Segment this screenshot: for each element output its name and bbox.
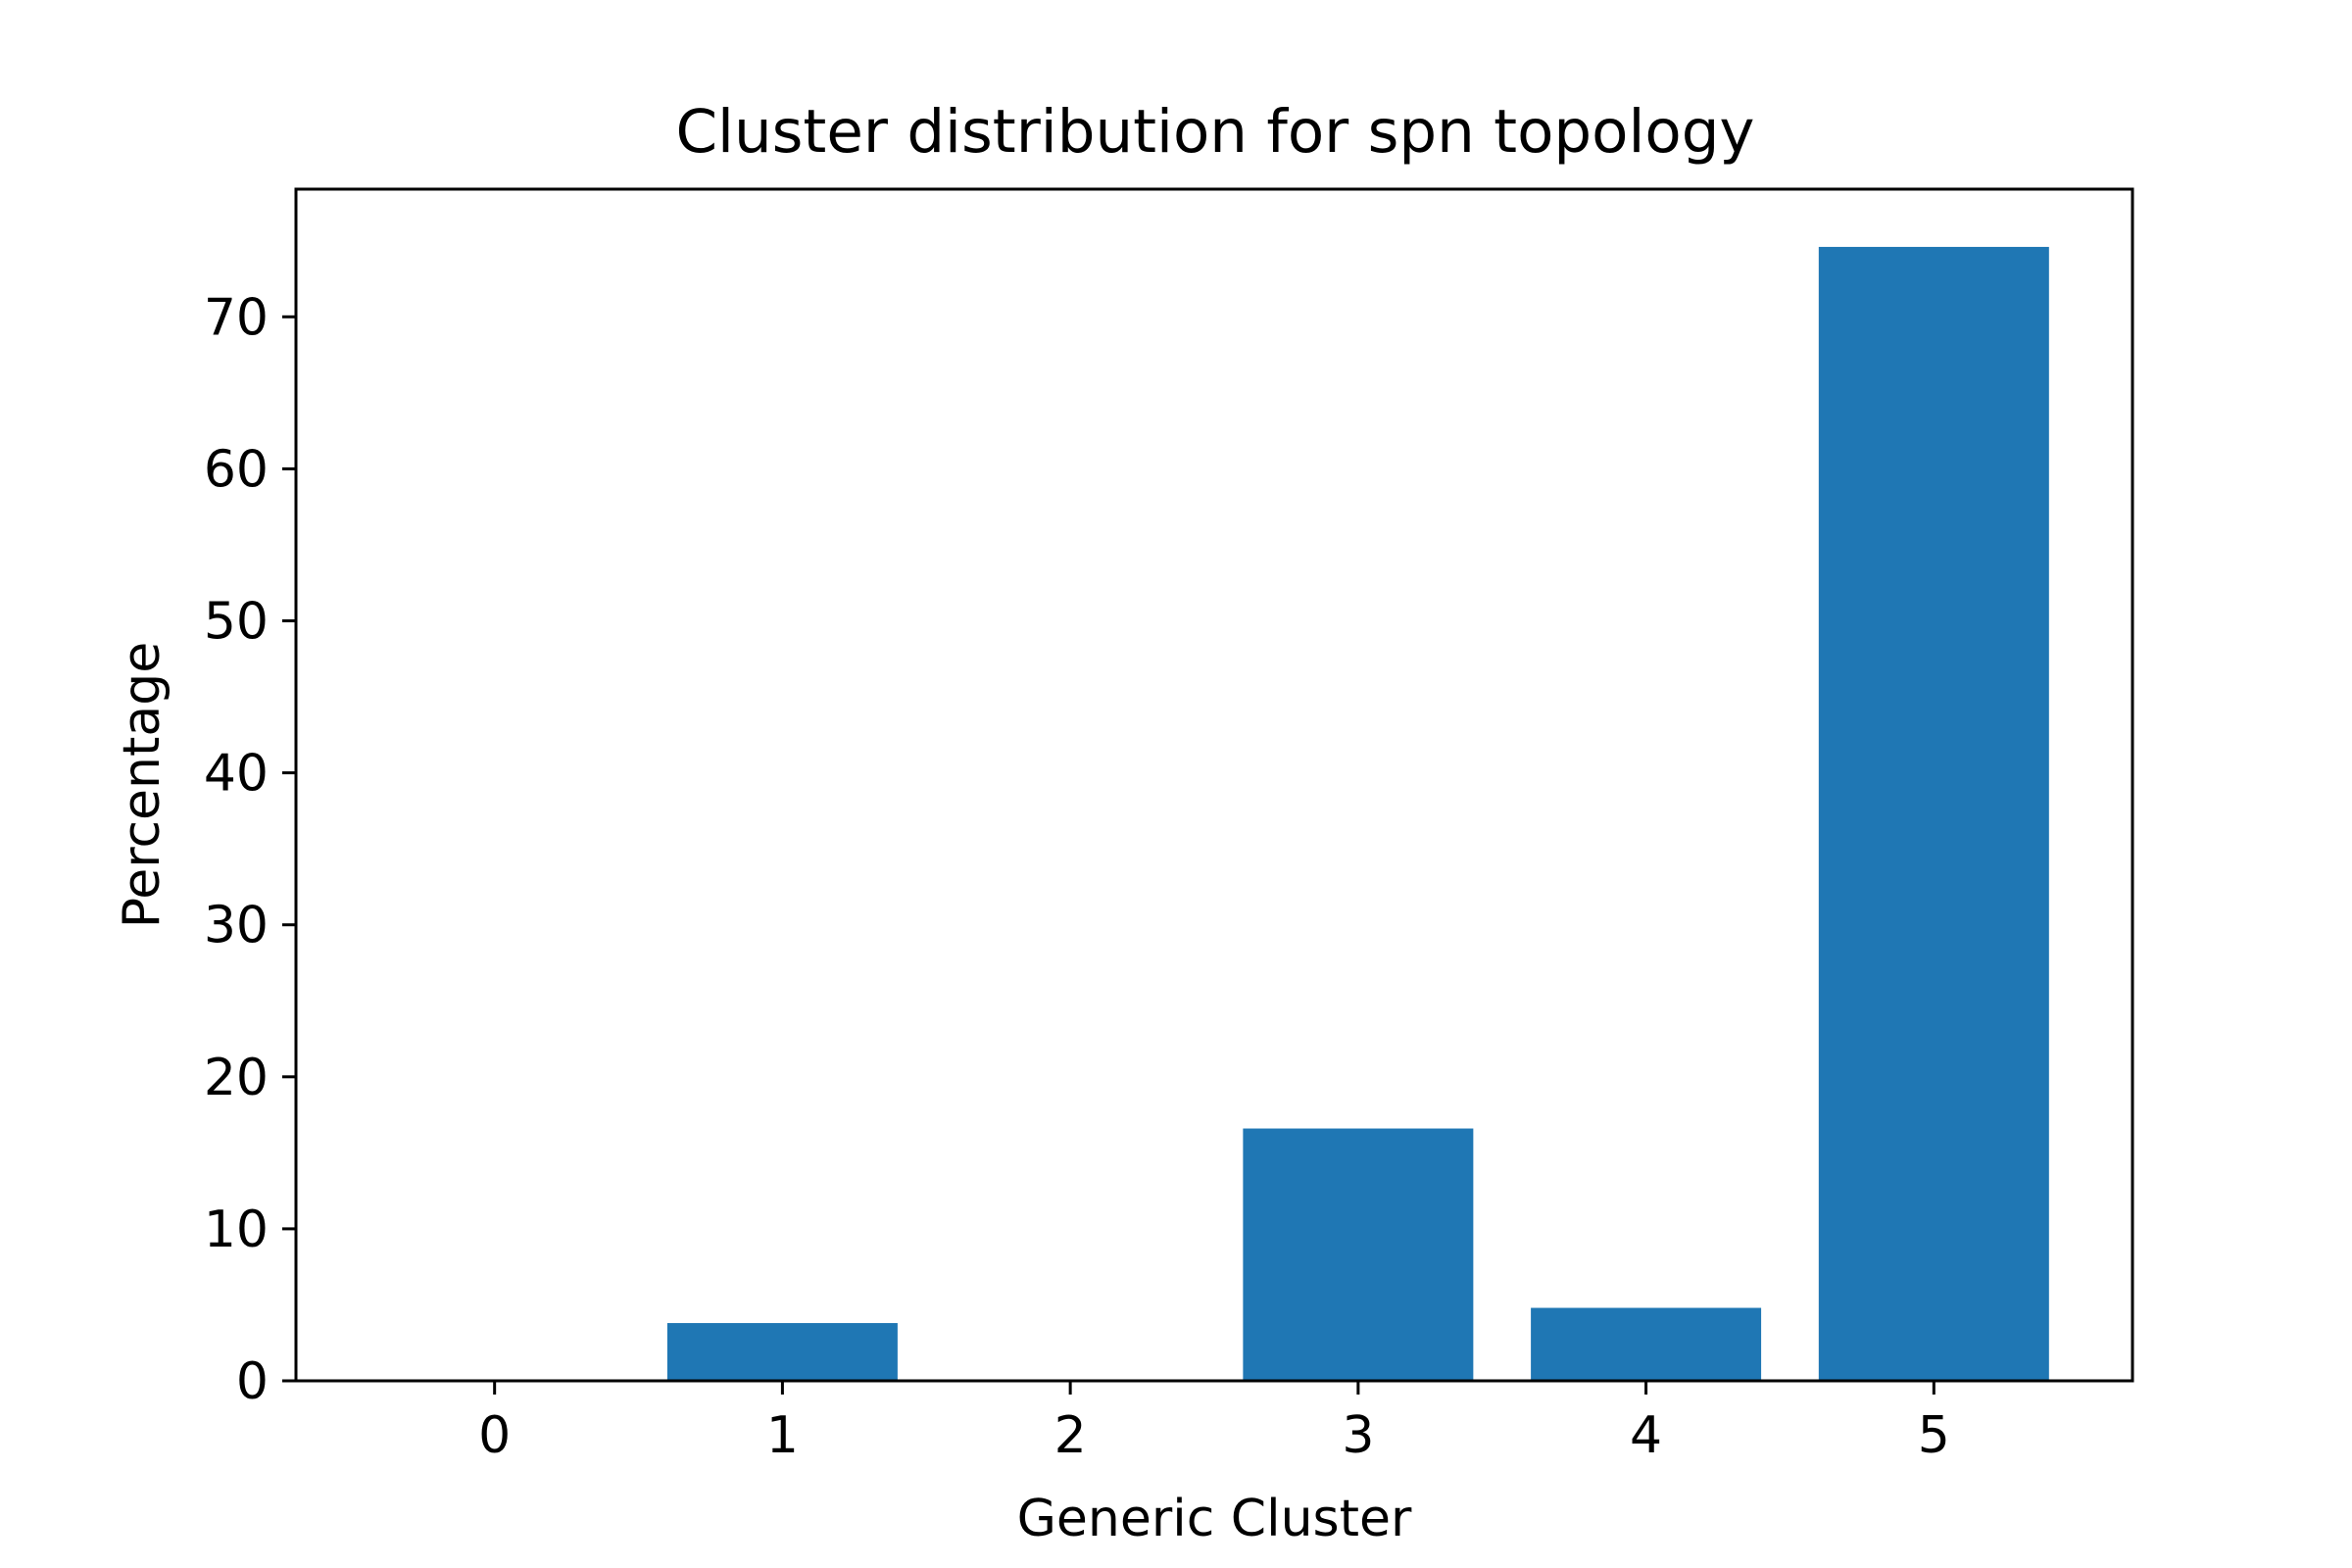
y-axis-label: Percentage <box>113 642 172 929</box>
bars-group <box>666 246 2049 1382</box>
y-tick-label: 30 <box>204 897 269 956</box>
chart-title: Cluster distribution for spn topology <box>675 97 1754 167</box>
x-tick-label: 4 <box>1630 1406 1662 1465</box>
x-tick-label: 1 <box>766 1406 799 1465</box>
x-axis-ticks: 0 1 2 3 4 5 <box>478 1381 1950 1465</box>
x-tick-label: 5 <box>1918 1406 1950 1465</box>
y-tick-label: 40 <box>204 745 269 804</box>
y-tick-label: 20 <box>204 1049 269 1107</box>
bar-1 <box>666 1323 898 1381</box>
plot-frame <box>294 187 2134 1383</box>
y-tick-label: 0 <box>236 1352 269 1411</box>
bar-3 <box>1243 1128 1474 1381</box>
bar-4 <box>1531 1307 1762 1381</box>
y-tick-label: 50 <box>204 592 269 651</box>
x-tick-label: 0 <box>478 1406 511 1465</box>
x-tick-label: 2 <box>1054 1406 1087 1465</box>
x-axis-label: Generic Cluster <box>1017 1490 1412 1548</box>
bar-5 <box>1818 246 2049 1382</box>
y-tick-label: 70 <box>204 288 269 347</box>
y-tick-label: 10 <box>204 1200 269 1259</box>
y-tick-label: 60 <box>204 440 269 499</box>
y-axis-ticks: 0 10 20 30 40 50 60 70 <box>204 288 296 1411</box>
x-tick-label: 3 <box>1342 1406 1374 1465</box>
